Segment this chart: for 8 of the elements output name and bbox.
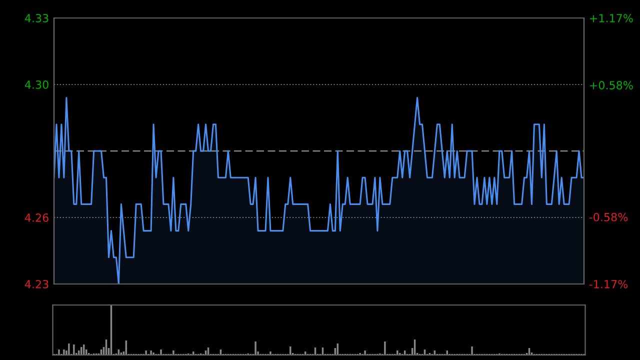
- y2-tick-label: +1.17%: [590, 14, 633, 22]
- y2-tick-label: -0.58%: [589, 212, 628, 222]
- y-tick-label: 4.26: [24, 213, 48, 222]
- y-tick-label: 4.30: [24, 80, 48, 89]
- y2-tick-label: +0.58%: [590, 81, 633, 90]
- y-tick-label: 4.23: [24, 280, 48, 288]
- y-tick-label: 4.33: [24, 14, 48, 22]
- y2-tick-label: -1.17%: [589, 280, 628, 288]
